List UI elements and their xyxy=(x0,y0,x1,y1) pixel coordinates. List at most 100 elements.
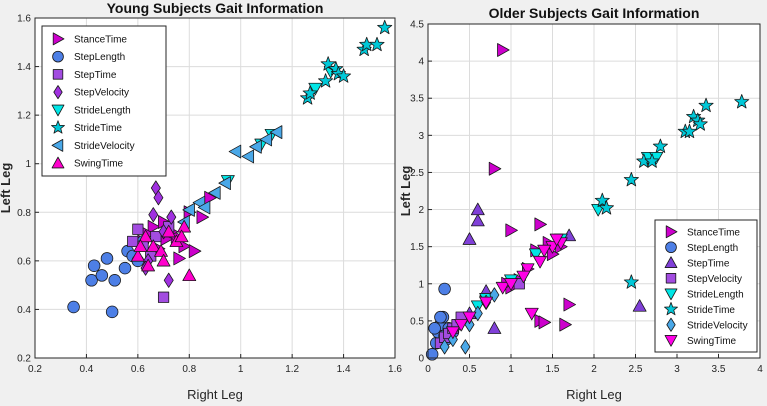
data-point xyxy=(623,171,639,187)
data-point xyxy=(497,43,510,57)
y-axis-label: Left Leg xyxy=(0,163,13,214)
y-tick-label: 3.5 xyxy=(410,94,424,105)
legend-item: StepVelocity xyxy=(53,85,129,100)
y-tick-label: 1.4 xyxy=(17,62,31,73)
data-point xyxy=(302,85,318,100)
x-tick-label: 0 xyxy=(425,364,431,375)
legend-item: StrideLength xyxy=(51,104,131,117)
data-point xyxy=(460,339,471,355)
legend-label: StanceTime xyxy=(687,227,740,238)
legend: StanceTime StepLength StepTime StepVelocity… xyxy=(654,219,758,353)
data-point xyxy=(100,252,114,265)
legend-label: StepTime xyxy=(74,70,117,81)
data-point xyxy=(377,19,393,35)
legend-label: StepVelocity xyxy=(687,274,742,285)
data-point xyxy=(623,274,639,289)
y-tick-label: 1.2 xyxy=(17,111,31,122)
data-point xyxy=(434,310,447,324)
legend-item: StepLength xyxy=(665,241,738,254)
legend-label: StrideVelocity xyxy=(687,320,748,331)
data-point xyxy=(269,125,283,140)
legend-marker xyxy=(665,273,677,284)
legend-label: StepLength xyxy=(74,52,125,63)
series-stridetime xyxy=(594,94,750,289)
data-point xyxy=(308,82,323,96)
data-point xyxy=(132,223,144,235)
data-point xyxy=(141,258,156,272)
legend-marker xyxy=(665,225,678,239)
data-point xyxy=(462,232,477,245)
data-point xyxy=(537,244,552,258)
data-points xyxy=(425,43,750,361)
x-tick-label: 0.8 xyxy=(182,364,196,375)
legend-label: StrideTime xyxy=(687,305,735,316)
legend-item: StepLength xyxy=(52,50,125,63)
y-tick-label: 0.4 xyxy=(17,305,31,316)
x-axis-label: Right Leg xyxy=(566,387,622,402)
data-point xyxy=(218,176,231,191)
data-point xyxy=(488,161,502,176)
data-point xyxy=(249,139,262,154)
data-point xyxy=(105,305,119,319)
data-point xyxy=(439,339,450,355)
x-tick-label: 0.5 xyxy=(463,364,477,375)
data-point xyxy=(336,68,352,83)
chart-panel-1: Young Subjects Gait Information 0.2 0.4 0.6… xyxy=(0,0,402,402)
data-point xyxy=(479,296,493,310)
x-tick-label: 2 xyxy=(591,364,597,375)
legend-marker xyxy=(664,288,678,301)
legend-label: StrideLength xyxy=(687,289,744,300)
data-point xyxy=(174,229,189,243)
legend-marker xyxy=(664,335,678,347)
x-tick-label: 1 xyxy=(238,364,244,375)
x-tick-label: 1.2 xyxy=(285,364,299,375)
x-tick-label: 1.6 xyxy=(388,364,402,375)
legend-marker xyxy=(53,85,63,100)
data-point xyxy=(698,97,714,113)
data-point xyxy=(428,322,441,335)
legend-marker xyxy=(664,256,678,268)
y-tick-label: 4.5 xyxy=(410,20,424,31)
x-tick-label: 4 xyxy=(757,364,763,375)
data-point xyxy=(516,270,531,284)
legend-marker xyxy=(665,241,677,254)
data-point xyxy=(154,244,168,257)
legend-label: StrideLength xyxy=(74,105,131,116)
legend-item: StrideLength xyxy=(664,288,744,301)
data-point xyxy=(462,311,477,325)
x-tick-label: 3 xyxy=(674,364,680,375)
legend-marker xyxy=(51,120,65,134)
data-point xyxy=(505,223,518,238)
data-point xyxy=(549,233,564,247)
legend-marker xyxy=(666,317,676,332)
legend-item: SwingTime xyxy=(664,335,737,347)
series-swingtime xyxy=(446,233,568,339)
data-point xyxy=(692,116,708,131)
data-point xyxy=(148,207,159,223)
y-tick-label: 0.5 xyxy=(410,316,424,327)
data-point xyxy=(228,144,242,159)
data-points xyxy=(67,19,393,319)
data-point xyxy=(495,281,510,295)
data-point xyxy=(652,138,668,153)
x-tick-label: 1 xyxy=(508,364,514,375)
tick-labels: 0.2 0.4 0.6 0.8 1 1.2 1.4 1.6 0.2 0.4 0.6 0.8 1 1.2 1.… xyxy=(17,14,402,376)
data-point xyxy=(147,219,161,234)
data-point xyxy=(487,321,502,334)
data-point xyxy=(504,278,518,291)
data-point xyxy=(320,56,336,71)
legend-marker xyxy=(51,104,65,117)
data-point xyxy=(734,94,750,109)
legend-item: SwingTime xyxy=(51,156,124,170)
data-point xyxy=(563,297,576,312)
legend-label: StepTime xyxy=(687,258,730,269)
x-tick-label: 0.2 xyxy=(28,364,42,375)
legend-label: StrideTime xyxy=(74,123,122,134)
data-point xyxy=(127,235,139,248)
data-point xyxy=(447,331,458,347)
legend-item: StanceTime xyxy=(52,32,127,45)
plot-frame xyxy=(427,23,761,359)
x-tick-label: 2.5 xyxy=(629,364,643,375)
data-point xyxy=(197,200,211,215)
data-point xyxy=(157,291,170,303)
